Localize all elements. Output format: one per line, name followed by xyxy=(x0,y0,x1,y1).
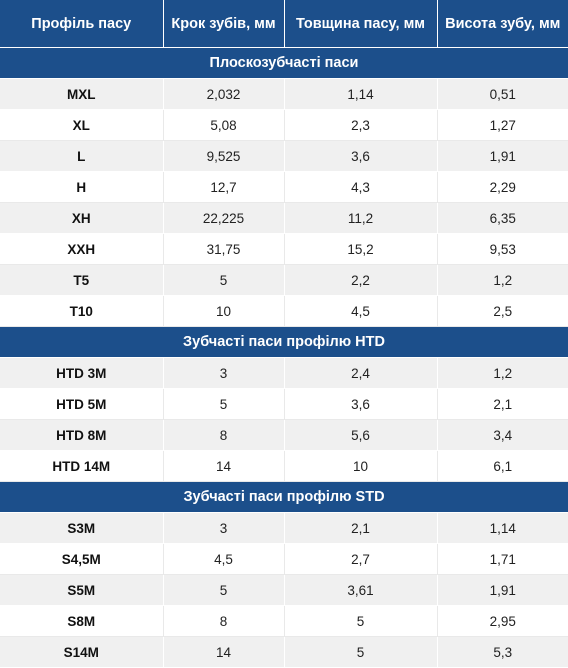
table-row: HTD 8M 8 5,6 3,4 xyxy=(0,419,568,451)
tooth-pitch-cell: 2,032 xyxy=(163,78,285,110)
tooth-pitch-cell: 14 xyxy=(163,636,285,668)
belt-thickness-cell: 3,6 xyxy=(284,388,438,420)
section-title: Плоскозубчасті паси xyxy=(0,47,568,79)
tooth-pitch-cell: 3 xyxy=(163,357,285,389)
profile-cell: H xyxy=(0,171,164,203)
belt-thickness-cell: 1,14 xyxy=(284,78,438,110)
profile-cell: S5M xyxy=(0,574,164,606)
table-row: S3M 3 2,1 1,14 xyxy=(0,512,568,544)
header-profile: Профіль пасу xyxy=(0,0,164,48)
tooth-pitch-cell: 12,7 xyxy=(163,171,285,203)
belt-thickness-cell: 3,6 xyxy=(284,140,438,172)
table-row: S5M 5 3,61 1,91 xyxy=(0,574,568,606)
table-row: HTD 3M 3 2,4 1,2 xyxy=(0,357,568,389)
table-row: XXH 31,75 15,2 9,53 xyxy=(0,233,568,265)
tooth-height-cell: 5,3 xyxy=(437,636,568,668)
table-row: MXL 2,032 1,14 0,51 xyxy=(0,78,568,110)
table-row: S4,5M 4,5 2,7 1,71 xyxy=(0,543,568,575)
table-row: H 12,7 4,3 2,29 xyxy=(0,171,568,203)
profile-cell: HTD 14M xyxy=(0,450,164,482)
belt-thickness-cell: 5,6 xyxy=(284,419,438,451)
tooth-pitch-cell: 31,75 xyxy=(163,233,285,265)
tooth-height-cell: 3,4 xyxy=(437,419,568,451)
table-row: L 9,525 3,6 1,91 xyxy=(0,140,568,172)
tooth-pitch-cell: 14 xyxy=(163,450,285,482)
table-header: Профіль пасу Крок зубів, мм Товщина пасу… xyxy=(0,0,568,48)
tooth-pitch-cell: 5,08 xyxy=(163,109,285,141)
header-tooth-pitch: Крок зубів, мм xyxy=(163,0,285,48)
table-body: Плоскозубчасті паси MXL 2,032 1,14 0,51 XL 5,0… xyxy=(0,47,568,668)
profile-cell: S4,5M xyxy=(0,543,164,575)
tooth-pitch-cell: 3 xyxy=(163,512,285,544)
belt-thickness-cell: 4,3 xyxy=(284,171,438,203)
tooth-height-cell: 1,14 xyxy=(437,512,568,544)
tooth-pitch-cell: 5 xyxy=(163,574,285,606)
section-header-row: Плоскозубчасті паси xyxy=(0,47,568,79)
belt-thickness-cell: 2,2 xyxy=(284,264,438,296)
belt-thickness-cell: 2,3 xyxy=(284,109,438,141)
tooth-pitch-cell: 8 xyxy=(163,605,285,637)
tooth-height-cell: 1,27 xyxy=(437,109,568,141)
tooth-height-cell: 9,53 xyxy=(437,233,568,265)
profile-cell: S14M xyxy=(0,636,164,668)
belt-thickness-cell: 2,1 xyxy=(284,512,438,544)
tooth-pitch-cell: 5 xyxy=(163,388,285,420)
belt-thickness-cell: 4,5 xyxy=(284,295,438,327)
table-row: HTD 5M 5 3,6 2,1 xyxy=(0,388,568,420)
belt-thickness-cell: 11,2 xyxy=(284,202,438,234)
tooth-pitch-cell: 4,5 xyxy=(163,543,285,575)
tooth-pitch-cell: 9,525 xyxy=(163,140,285,172)
belt-thickness-cell: 2,4 xyxy=(284,357,438,389)
header-tooth-height: Висота зубу, мм xyxy=(437,0,568,48)
section-title: Зубчасті паси профілю HTD xyxy=(0,326,568,358)
tooth-height-cell: 1,91 xyxy=(437,574,568,606)
tooth-height-cell: 1,71 xyxy=(437,543,568,575)
table-row: XH 22,225 11,2 6,35 xyxy=(0,202,568,234)
table-row: S8M 8 5 2,95 xyxy=(0,605,568,637)
section-title: Зубчасті паси профілю STD xyxy=(0,481,568,513)
profile-cell: HTD 3M xyxy=(0,357,164,389)
belt-thickness-cell: 15,2 xyxy=(284,233,438,265)
profile-cell: HTD 5M xyxy=(0,388,164,420)
tooth-height-cell: 2,95 xyxy=(437,605,568,637)
table-row: T10 10 4,5 2,5 xyxy=(0,295,568,327)
table-row: HTD 14M 14 10 6,1 xyxy=(0,450,568,482)
belt-thickness-cell: 5 xyxy=(284,636,438,668)
profile-cell: S3M xyxy=(0,512,164,544)
profile-cell: T10 xyxy=(0,295,164,327)
tooth-pitch-cell: 10 xyxy=(163,295,285,327)
profile-cell: XL xyxy=(0,109,164,141)
tooth-height-cell: 1,2 xyxy=(437,264,568,296)
profile-cell: XH xyxy=(0,202,164,234)
profile-cell: HTD 8M xyxy=(0,419,164,451)
profile-cell: S8M xyxy=(0,605,164,637)
table-row: T5 5 2,2 1,2 xyxy=(0,264,568,296)
header-belt-thickness: Товщина пасу, мм xyxy=(284,0,438,48)
profile-cell: MXL xyxy=(0,78,164,110)
tooth-height-cell: 1,91 xyxy=(437,140,568,172)
tooth-pitch-cell: 22,225 xyxy=(163,202,285,234)
section-header-row: Зубчасті паси профілю HTD xyxy=(0,326,568,358)
header-row: Профіль пасу Крок зубів, мм Товщина пасу… xyxy=(0,0,568,48)
profile-cell: L xyxy=(0,140,164,172)
tooth-height-cell: 2,29 xyxy=(437,171,568,203)
tooth-height-cell: 6,1 xyxy=(437,450,568,482)
belt-thickness-cell: 5 xyxy=(284,605,438,637)
tooth-height-cell: 2,1 xyxy=(437,388,568,420)
tooth-height-cell: 2,5 xyxy=(437,295,568,327)
tooth-pitch-cell: 8 xyxy=(163,419,285,451)
table-row: XL 5,08 2,3 1,27 xyxy=(0,109,568,141)
belt-thickness-cell: 2,7 xyxy=(284,543,438,575)
belt-thickness-cell: 3,61 xyxy=(284,574,438,606)
tooth-height-cell: 6,35 xyxy=(437,202,568,234)
tooth-height-cell: 0,51 xyxy=(437,78,568,110)
belt-thickness-cell: 10 xyxy=(284,450,438,482)
profile-cell: T5 xyxy=(0,264,164,296)
table-row: S14M 14 5 5,3 xyxy=(0,636,568,668)
tooth-height-cell: 1,2 xyxy=(437,357,568,389)
profile-cell: XXH xyxy=(0,233,164,265)
section-header-row: Зубчасті паси профілю STD xyxy=(0,481,568,513)
tooth-pitch-cell: 5 xyxy=(163,264,285,296)
